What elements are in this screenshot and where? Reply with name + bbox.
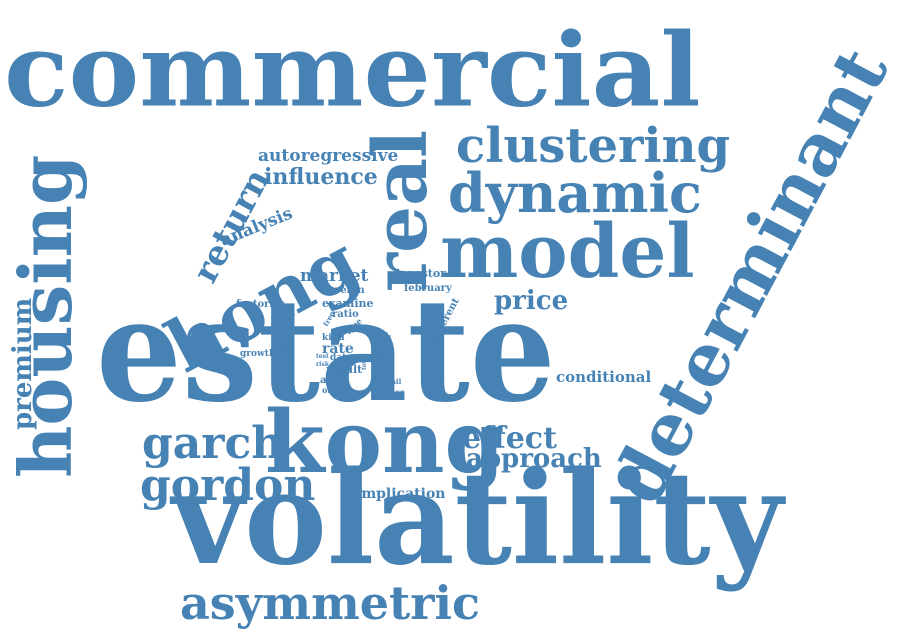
word-price: price: [494, 286, 569, 316]
word-clustering: clustering: [456, 118, 731, 174]
word-model: model: [440, 209, 695, 295]
word-february: february: [404, 283, 452, 294]
word-ofreal: ofreal: [322, 385, 349, 395]
word-effect: effect: [462, 421, 557, 456]
word-approach: approach: [466, 444, 602, 474]
word-result: result: [326, 363, 363, 376]
word-dynamic: dynamic: [448, 161, 702, 225]
word-volatility: volatility: [172, 444, 783, 594]
word-kong: kong: [265, 392, 505, 493]
word-real: real: [358, 129, 444, 292]
word-factories: factories: [236, 299, 286, 310]
word-foreign: foreign: [324, 285, 365, 296]
word-ratio: ratio: [332, 309, 359, 320]
word-examine: examine: [322, 297, 374, 310]
word-garch: garch: [142, 418, 284, 469]
word-implication: implication: [356, 486, 446, 502]
word-rate: rate: [322, 341, 354, 357]
word-conditional: conditional: [556, 368, 652, 386]
word-retail: retail: [380, 377, 402, 386]
word-office: office: [380, 387, 405, 397]
word-arma: arma: [320, 375, 349, 386]
word-estate: estate: [96, 268, 556, 434]
word-premium: premium: [8, 297, 38, 430]
word-investor: investor: [396, 267, 446, 280]
word-commercial: commercial: [4, 10, 701, 130]
word-market: market: [300, 266, 369, 286]
word-asymmetric: asymmetric: [180, 576, 481, 630]
word-growth: growth: [240, 349, 276, 359]
word-kind: kind: [322, 333, 345, 343]
word-gordon: gordon: [140, 460, 316, 511]
word-risk: risk: [316, 361, 329, 368]
word-test: test: [316, 353, 329, 360]
word-autoregressive: autoregressive: [258, 146, 399, 166]
word-total: total: [361, 354, 368, 370]
word-influence: influence: [264, 164, 378, 190]
word-data: data: [330, 353, 353, 363]
